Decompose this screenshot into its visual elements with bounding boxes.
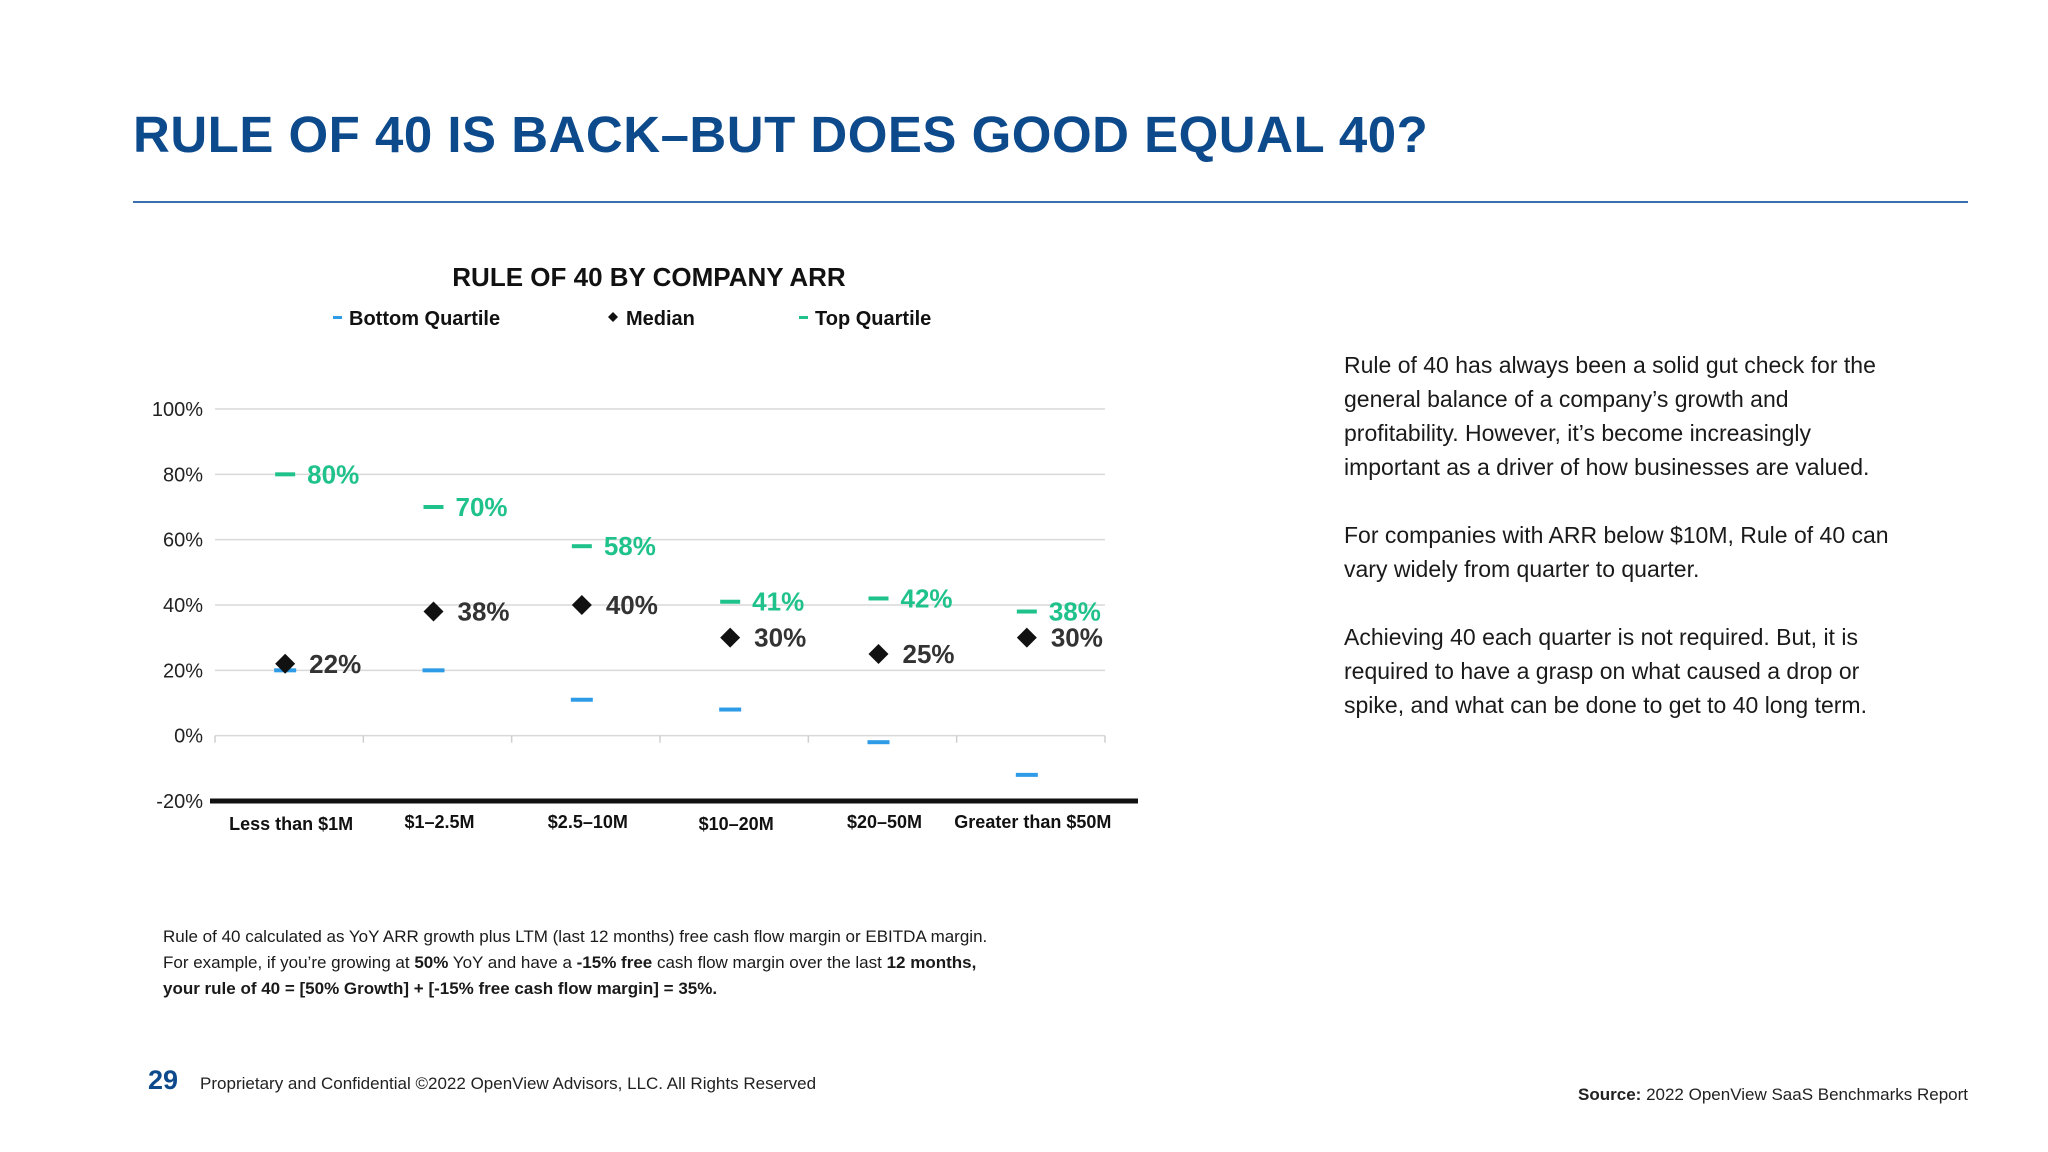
source-text: 2022 OpenView SaaS Benchmarks Report	[1646, 1085, 1968, 1104]
y-tick-label: 100%	[152, 399, 203, 421]
median-point	[868, 644, 889, 664]
top-quartile-point	[868, 596, 889, 601]
median-point	[275, 653, 296, 674]
y-tick-label: 80%	[163, 464, 203, 486]
bottom-quartile-point	[719, 707, 742, 712]
x-category-label: Greater than $50M	[954, 812, 1111, 832]
top-quartile-point	[720, 599, 741, 604]
median-point	[423, 601, 444, 622]
bottom-quartile-point	[570, 697, 593, 702]
median-point	[1016, 627, 1037, 648]
source-note: Source: 2022 OpenView SaaS Benchmarks Re…	[1578, 1085, 1968, 1105]
footnote-line-1: Rule of 40 calculated as YoY ARR growth …	[163, 927, 988, 946]
legend-top-quartile-label: Top Quartile	[815, 308, 931, 330]
top-quartile-data-label: 41%	[752, 587, 804, 617]
x-category-label: $20–50M	[847, 812, 922, 832]
bottom-quartile-point	[422, 668, 445, 673]
copyright-text: Proprietary and Confidential ©2022 OpenV…	[200, 1074, 817, 1093]
description-paragraph-2: For companies with ARR below $10M, Rule …	[1344, 522, 1889, 582]
top-quartile-point	[571, 544, 592, 549]
median-data-label: 30%	[754, 623, 806, 653]
footnote-line-3: your rule of 40 = [50% Growth] + [-15% f…	[163, 979, 718, 998]
y-tick-label: 40%	[163, 595, 203, 617]
footer: 29 Proprietary and Confidential ©2022 Op…	[148, 1065, 816, 1096]
median-point	[571, 595, 592, 615]
y-tick-label: 20%	[163, 660, 203, 682]
x-category-label: $2.5–10M	[548, 812, 628, 832]
legend-median-marker	[608, 312, 618, 322]
description-paragraph-1: Rule of 40 has always been a solid gut c…	[1344, 352, 1876, 480]
slide-title: RULE OF 40 IS BACK–BUT DOES GOOD EQUAL 4…	[133, 106, 1429, 163]
x-category-label: $10–20M	[699, 814, 774, 834]
x-category-label: $1–2.5M	[404, 812, 474, 832]
description-panel: Rule of 40 has always been a solid gut c…	[1344, 348, 1904, 756]
median-data-label: 22%	[309, 649, 361, 679]
footnote-line-2: For example, if you’re growing at 50% Yo…	[163, 953, 977, 972]
top-quartile-data-label: 80%	[307, 459, 359, 489]
median-data-label: 25%	[903, 639, 955, 669]
source-label: Source:	[1578, 1085, 1642, 1104]
top-quartile-point	[1016, 609, 1037, 614]
top-quartile-data-label: 70%	[456, 492, 508, 522]
top-quartile-data-label: 42%	[901, 583, 953, 613]
median-data-label: 38%	[458, 597, 510, 627]
y-tick-label: -20%	[156, 791, 203, 813]
x-category-label: Less than $1M	[229, 814, 353, 834]
y-tick-label: 0%	[174, 726, 203, 748]
bottom-quartile-point	[867, 740, 890, 745]
top-quartile-point	[275, 472, 296, 477]
legend-bottom-quartile-marker	[333, 316, 342, 319]
title-divider	[133, 201, 1968, 203]
legend-median-label: Median	[626, 308, 695, 330]
top-quartile-point	[423, 505, 444, 509]
legend-bottom-quartile-label: Bottom Quartile	[349, 308, 500, 330]
page-number: 29	[148, 1065, 179, 1095]
median-data-label: 40%	[606, 590, 658, 620]
methodology-footnote: Rule of 40 calculated as YoY ARR growth …	[163, 924, 1123, 1002]
bottom-quartile-point	[1015, 772, 1038, 777]
y-tick-label: 60%	[163, 530, 203, 552]
description-paragraph-3: Achieving 40 each quarter is not require…	[1344, 624, 1867, 718]
chart-title: RULE OF 40 BY COMPANY ARR	[452, 262, 846, 292]
median-data-label: 30%	[1051, 623, 1103, 653]
top-quartile-data-label: 38%	[1049, 597, 1101, 627]
legend-top-quartile-marker	[799, 316, 808, 319]
top-quartile-data-label: 58%	[604, 531, 656, 561]
median-point	[720, 627, 741, 648]
